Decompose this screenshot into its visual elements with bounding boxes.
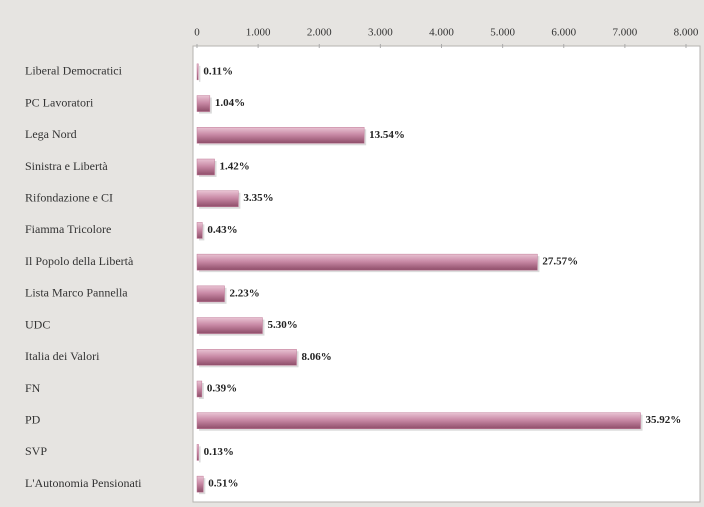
x-tick-label: 2.000 [307,27,332,39]
bar [196,63,199,81]
y-tick-label: PC Lavoratori [25,95,94,109]
value-label: 0.43% [207,224,237,236]
y-tick-label: FN [25,381,41,395]
x-tick-label: 6.000 [551,27,576,39]
y-tick-label: Sinistra e Libertà [25,159,108,173]
bar [196,222,203,239]
x-tick-label: 5.000 [490,27,515,39]
y-tick-label: Lista Marco Pannella [25,286,128,300]
value-label: 3.35% [243,192,273,204]
value-label: 0.13% [204,446,234,458]
y-tick-label: Rifondazione e CI [25,190,113,204]
value-label: 13.54% [369,129,405,141]
value-label: 0.51% [208,478,238,490]
value-label: 8.06% [302,351,332,363]
value-label: 2.23% [230,287,260,299]
value-label: 5.30% [267,319,297,331]
bar [196,285,225,303]
bar [196,444,199,461]
y-tick-label: Italia dei Valori [25,349,100,363]
y-tick-label: Liberal Democratici [25,64,123,78]
value-label: 35.92% [646,414,682,426]
value-label: 1.42% [220,161,250,173]
x-tick-label: 0 [194,27,200,39]
plot-area [192,45,701,503]
bar [196,349,297,366]
x-tick-label: 4.000 [429,27,454,39]
bar [196,253,538,271]
bar-shadow [199,446,201,463]
bar [196,95,211,112]
y-tick-label: Il Popolo della Libertà [25,254,134,268]
y-tick-label: UDC [25,317,50,331]
bar [196,317,263,334]
value-label: 1.04% [215,97,245,109]
y-tick-label: PD [25,412,41,426]
bar-shadow [199,65,201,82]
y-tick-label: L'Autonomia Pensionati [25,476,142,490]
y-tick-label: SVP [25,444,47,458]
value-label: 27.57% [542,256,578,268]
bar [196,158,215,176]
x-tick-label: 8.000 [674,27,699,39]
value-label: 0.11% [203,65,233,77]
bar [196,475,204,493]
bar [196,127,365,144]
y-tick-label: Fiamma Tricolore [25,222,111,236]
x-tick-label: 3.000 [368,27,393,39]
bar [196,380,203,398]
value-label: 0.39% [207,383,237,395]
bar [196,412,641,429]
bar [196,190,239,207]
y-tick-label: Lega Nord [25,127,77,141]
x-tick-label: 7.000 [613,27,638,39]
x-tick-label: 1.000 [246,27,271,39]
